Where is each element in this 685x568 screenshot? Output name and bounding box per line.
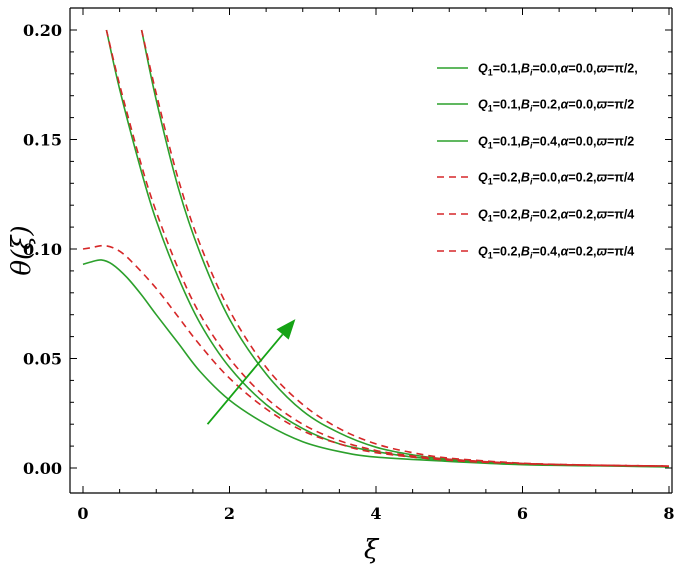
x-tick-label: 8 <box>663 504 674 523</box>
legend-item-6: Q1=0.2,Bi=0.4,α=0.2,ϖ=π/4 <box>437 245 634 261</box>
legend-label: Q1=0.2,Bi=0.2,α=0.2,ϖ=π/4 <box>478 208 634 224</box>
legend-label: Q1=0.2,Bi=0.0,α=0.2,ϖ=π/4 <box>478 171 634 187</box>
y-axis-title: θ(ξ) <box>7 225 37 275</box>
legend-item-3: Q1=0.1,Bi=0.4,α=0.0,ϖ=π/2 <box>437 135 634 151</box>
annotations <box>206 319 296 425</box>
series-line-4 <box>82 244 670 468</box>
y-tick-label: 0.15 <box>23 131 62 150</box>
series-lines <box>82 29 670 468</box>
x-tick-label: 6 <box>517 504 528 523</box>
legend-item-2: Q1=0.1,Bi=0.2,α=0.0,ϖ=π/2 <box>437 98 634 114</box>
y-tick-label: 0.20 <box>23 21 62 40</box>
legend-label: Q1=0.2,Bi=0.4,α=0.2,ϖ=π/4 <box>478 245 634 261</box>
legend-item-5: Q1=0.2,Bi=0.2,α=0.2,ϖ=π/4 <box>437 208 634 224</box>
series-line-5 <box>105 29 670 467</box>
y-tick-label: 0.00 <box>23 459 62 478</box>
legend: Q1=0.1,Bi=0.0,α=0.0,ϖ=π/2, Q1=0.1,Bi=0.2,… <box>437 62 638 261</box>
y-tick-label: 0.10 <box>23 240 62 259</box>
legend-item-1: Q1=0.1,Bi=0.0,α=0.0,ϖ=π/2, <box>437 62 638 78</box>
tick-labels: 0 2 4 6 8 0.00 0.05 0.10 0.15 0.20 <box>23 21 675 523</box>
legend-label: Q1=0.1,Bi=0.2,α=0.0,ϖ=π/2 <box>478 98 634 114</box>
plot-frame <box>69 7 673 494</box>
legend-label: Q1=0.1,Bi=0.4,α=0.0,ϖ=π/2 <box>478 135 634 151</box>
trend-arrow-head <box>276 319 296 340</box>
series-line-1 <box>82 259 670 468</box>
trend-arrow-shaft <box>206 333 284 425</box>
x-axis-title: ξ <box>364 535 380 565</box>
x-tick-label: 4 <box>370 504 381 523</box>
x-tick-label: 2 <box>224 504 235 523</box>
y-tick-label: 0.05 <box>23 350 62 369</box>
tick-marks <box>70 8 672 493</box>
legend-item-4: Q1=0.2,Bi=0.0,α=0.2,ϖ=π/4 <box>437 171 634 187</box>
legend-label: Q1=0.1,Bi=0.0,α=0.0,ϖ=π/2, <box>478 62 638 78</box>
x-tick-label: 0 <box>77 504 88 523</box>
